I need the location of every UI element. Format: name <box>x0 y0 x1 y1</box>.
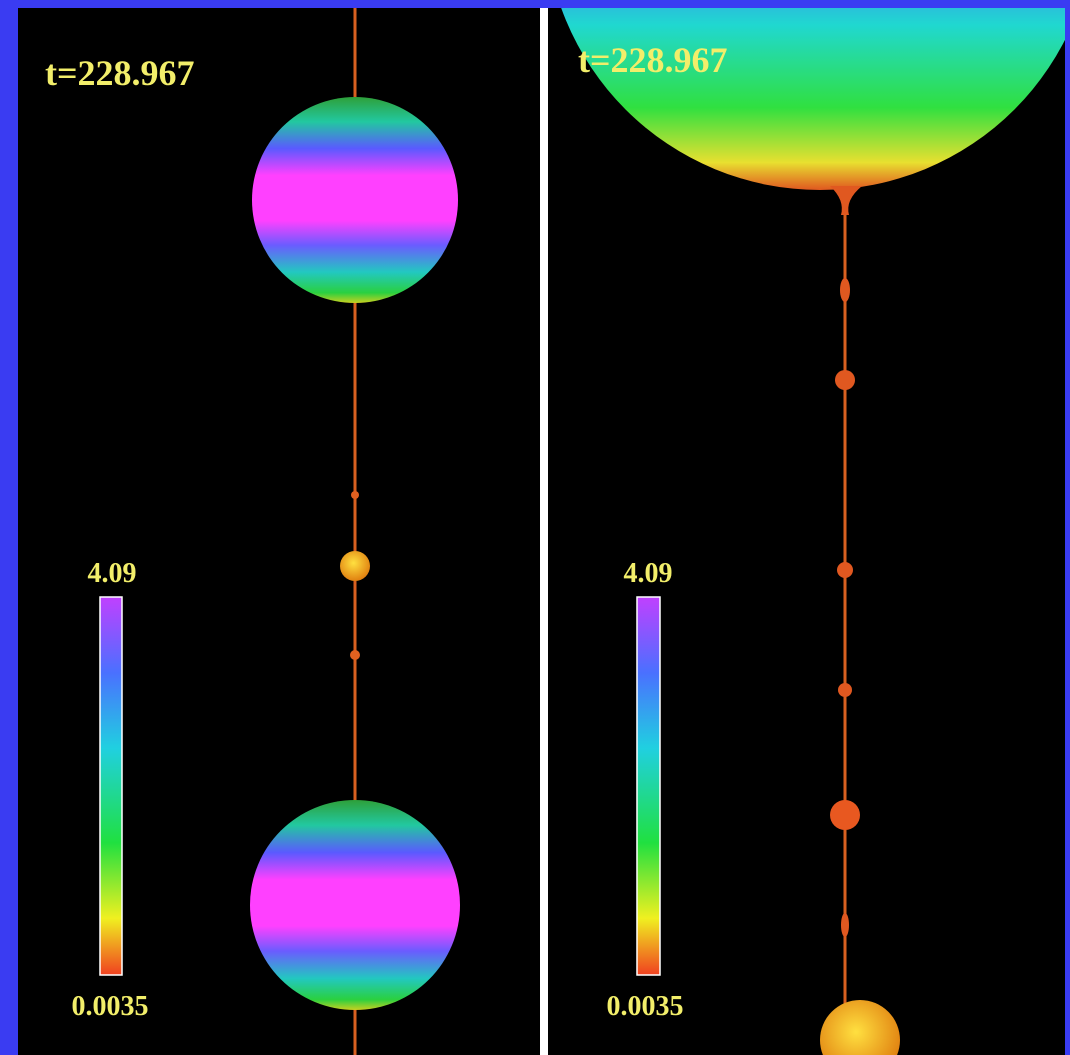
colorbar <box>637 597 660 975</box>
droplet <box>830 800 860 830</box>
time-label: t=228.967 <box>578 40 728 80</box>
colorbar-min: 0.0035 <box>607 991 684 1022</box>
colorbar-max: 4.09 <box>88 558 137 589</box>
page: t=228.967 4.09 0.0035 t=228.967 4.09 0.0… <box>0 0 1070 1055</box>
droplet <box>350 650 360 660</box>
divider <box>540 8 548 1055</box>
drop <box>252 97 458 303</box>
droplet <box>840 278 850 302</box>
droplet <box>351 491 359 499</box>
droplet <box>837 562 853 578</box>
colorbar <box>100 597 122 975</box>
droplet <box>838 683 852 697</box>
visualization: t=228.967 4.09 0.0035 t=228.967 4.09 0.0… <box>0 0 1070 1055</box>
colorbar-min: 0.0035 <box>72 991 149 1022</box>
droplet <box>841 913 849 937</box>
droplet <box>340 551 370 581</box>
colorbar-max: 4.09 <box>624 558 673 589</box>
time-label: t=228.967 <box>45 53 195 93</box>
droplet <box>835 370 855 390</box>
drop <box>250 800 460 1010</box>
